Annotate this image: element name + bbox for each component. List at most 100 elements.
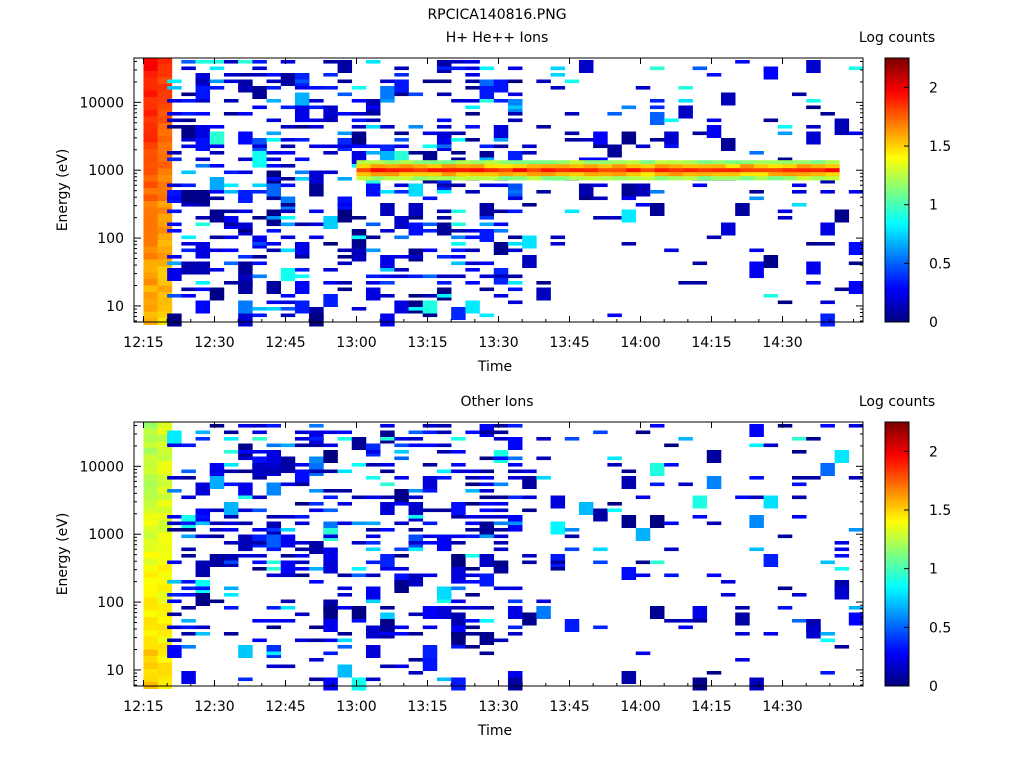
heatmap-cell [157,630,173,637]
heatmap-cell [664,144,679,149]
heatmap-cell [167,599,182,604]
colorbar-swatch [885,318,909,321]
heatmap-cell [143,461,158,468]
heatmap-cell [365,541,381,545]
colorbar-swatch [885,276,909,279]
heatmap-cell [195,632,211,636]
heatmap-cell [280,606,296,610]
heatmap-cell [238,73,253,77]
colorbar-swatch [885,294,909,297]
colorbar-swatch [885,118,909,121]
heatmap-cell [280,482,296,487]
colorbar-swatch [885,86,909,89]
heatmap-cell [436,424,452,428]
heatmap-cell [238,469,253,474]
heatmap-cell [763,255,779,268]
colorbar-swatch [885,128,909,131]
colorbar-swatch [885,490,909,493]
colorbar-swatch [885,574,909,577]
colorbar-swatch [885,640,909,643]
heatmap-cell [309,105,324,110]
heatmap-cell [479,216,495,220]
heatmap-cell [507,456,523,461]
heatmap-cell [143,428,158,436]
heatmap-cell [451,255,466,259]
heatmap-cell [157,285,173,293]
heatmap-cell [621,671,637,684]
heatmap-cell [157,207,173,215]
heatmap-cell [167,157,182,162]
heatmap-cell [541,160,556,165]
heatmap-cell [436,92,452,97]
heatmap-cell [337,92,353,97]
heatmap-cell [465,619,480,623]
heatmap-cell [522,476,537,489]
heatmap-cell [820,112,835,116]
heatmap-cell [394,190,409,194]
heatmap-cell [223,248,239,253]
heatmap-cell [143,591,158,598]
heatmap-cell [365,573,381,578]
heatmap-cell [157,448,173,455]
heatmap-cell [692,606,708,619]
heatmap-cell [223,235,239,240]
heatmap-cell [668,164,684,169]
heatmap-cell [493,183,509,188]
heatmap-cell [223,209,239,214]
heatmap-cell [791,450,807,454]
colorbar-swatch [885,58,909,61]
x-axis-label: Time [477,359,512,375]
colorbar-swatch [885,500,909,503]
heatmap-cell [465,515,480,519]
heatmap-cell [465,125,480,129]
colorbar-swatch [885,302,909,305]
heatmap-cell [143,552,158,559]
heatmap-cell [181,261,196,275]
heatmap-cell [356,172,371,177]
heatmap-cell [507,235,523,240]
heatmap-cell [436,430,452,435]
heatmap-cell [157,305,173,312]
heatmap-cell [181,190,196,203]
heatmap-cell [607,216,622,220]
y-axis-label: Energy (eV) [55,149,71,232]
x-tick-label: 14:00 [620,699,660,715]
heatmap-cell [181,248,196,253]
heatmap-cell [427,176,442,181]
heatmap-cell [820,632,835,636]
colorbar-tick-label: 1.5 [929,139,951,155]
heatmap-cell [607,502,622,506]
heatmap-cell [735,606,750,610]
heatmap-cell [380,229,395,233]
heatmap-cell [678,281,693,285]
heatmap-cell [507,521,523,526]
heatmap-cell [522,235,537,249]
heatmap-cell [507,599,523,604]
heatmap-cell [157,188,173,195]
heatmap-cell [365,183,381,197]
colorbar-swatch [885,432,909,435]
heatmap-cell [365,495,381,500]
heatmap-cell [351,144,367,149]
heatmap-cell [706,118,722,123]
heatmap-cell [512,160,528,165]
heatmap-cell [782,164,798,169]
heatmap-cell [181,645,196,649]
heatmap-cell [455,168,471,173]
heatmap-cell [479,651,495,656]
colorbar-swatch [885,658,909,661]
colorbar-swatch [885,614,909,617]
heatmap-cell [422,606,438,619]
heatmap-cell [664,463,679,467]
heatmap-cell [365,534,381,539]
heatmap-cell [522,144,537,149]
colorbar-swatch [885,502,909,505]
heatmap-cell [252,105,267,110]
colorbar-swatch [885,622,909,625]
x-tick-label: 12:30 [194,335,234,351]
heatmap-cell [749,196,764,201]
heatmap-cell [209,554,225,567]
heatmap-cell [365,463,381,467]
heatmap-cell [157,649,173,657]
heatmap-cell [384,164,400,169]
